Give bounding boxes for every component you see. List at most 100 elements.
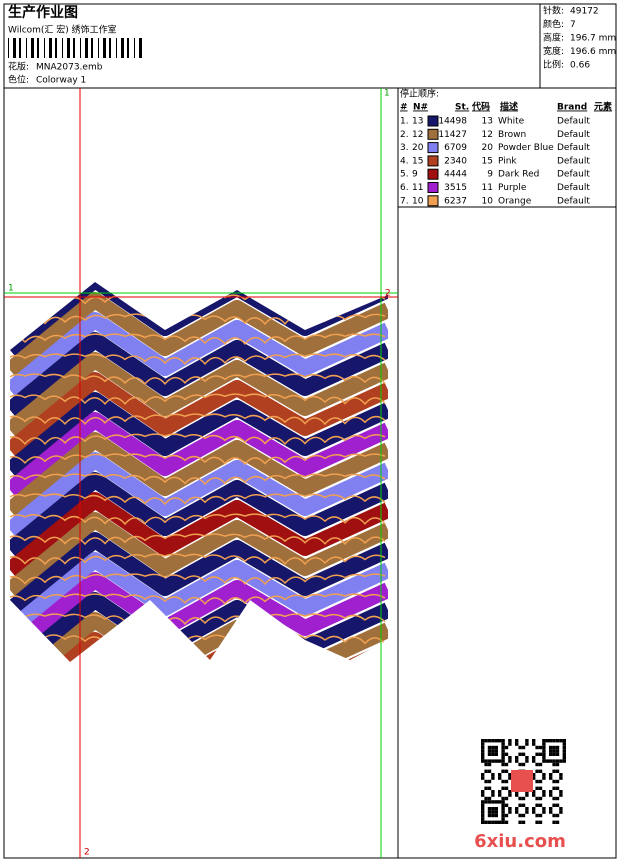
guide-label: 1 (384, 89, 390, 99)
qr-cell (518, 813, 522, 818)
color-swatch (427, 182, 439, 193)
qr-cell (508, 742, 512, 746)
qr-cell (552, 749, 556, 753)
qr-cell (501, 820, 505, 824)
qr-cell (487, 810, 492, 814)
guide-label: 1 (8, 284, 14, 294)
qr-cell (532, 739, 536, 743)
qr-cell (501, 796, 505, 801)
qr-cell (498, 739, 502, 743)
qr-cell (559, 776, 563, 780)
qr-cell (538, 803, 543, 807)
qr-cell (535, 752, 539, 756)
stitch-band (10, 432, 388, 517)
qr-cell (504, 813, 509, 818)
qr-cell (487, 786, 492, 790)
row-stitches: 2340 (444, 156, 467, 166)
qr-cell (535, 769, 539, 773)
qr-cell (555, 779, 560, 784)
qr-cell (484, 820, 488, 824)
qr-cell (487, 807, 492, 811)
row-stitches: 6709 (444, 143, 467, 153)
qr-cell (498, 820, 502, 824)
bar (116, 38, 117, 58)
qr-cell (481, 803, 485, 807)
qr-cell (525, 810, 529, 814)
bar (109, 38, 111, 58)
qr-cell (501, 752, 505, 756)
qr-cell (535, 745, 539, 750)
qr-cell (481, 793, 485, 797)
qr-cell (481, 817, 485, 821)
qr-cell (481, 756, 485, 760)
qr-cell (491, 759, 495, 763)
bar (67, 38, 70, 58)
qr-cell (487, 759, 492, 763)
qr-cell (559, 790, 563, 794)
qr-cell (487, 762, 492, 767)
row-index: 4. (400, 156, 409, 166)
qr-cell (562, 745, 566, 750)
watermark: 6xiu.com (474, 831, 566, 852)
run-stitch (10, 613, 386, 626)
qr-cell (487, 769, 492, 773)
qr-cell (484, 779, 488, 784)
qr-cell (538, 745, 543, 750)
qr-cell (484, 800, 488, 804)
bar (73, 38, 75, 58)
row-brand: Default (557, 117, 590, 127)
qr-cell (508, 793, 512, 797)
row-index: 3. (400, 143, 409, 153)
qr-cell (535, 762, 539, 767)
table-header: 元素 (594, 101, 612, 113)
stitch-band (10, 532, 388, 617)
qr-cell (481, 776, 485, 780)
row-needle: 11 (412, 183, 423, 193)
qr-cell (494, 752, 498, 756)
qr-cell (501, 739, 505, 743)
qr-cell (501, 817, 505, 821)
qr-cell (535, 779, 539, 784)
qr-cell (532, 790, 536, 794)
row-brand: Default (557, 156, 590, 166)
run-stitch (10, 393, 386, 406)
qr-cell (515, 807, 519, 811)
qr-cell (549, 745, 553, 750)
stitch-band (10, 292, 388, 377)
qr-cell (508, 759, 512, 763)
color-swatch (427, 115, 439, 127)
qr-cell (542, 807, 546, 811)
qr-cell (491, 807, 495, 811)
stat-value: 196.7 mm (570, 34, 616, 44)
bar (80, 38, 81, 58)
row-stitches: 6237 (444, 196, 467, 206)
bar (19, 38, 21, 58)
qr-cell (552, 803, 556, 807)
qr-cell (481, 745, 485, 750)
qr-cell (555, 739, 560, 743)
qr-cell (521, 813, 526, 818)
qr-cell (521, 752, 526, 756)
title: 生产作业图 (8, 4, 78, 21)
stat-value: 0.66 (570, 61, 590, 71)
qr-cell (504, 762, 509, 767)
qr-cell (552, 759, 556, 763)
row-description: Powder Blue (498, 143, 554, 153)
qr-cell (542, 773, 546, 777)
qr-cell (542, 790, 546, 794)
qr-cell (501, 742, 505, 746)
qr-cell (515, 810, 519, 814)
stitch-band (10, 332, 388, 417)
stat-value: 7 (570, 20, 576, 30)
stitch-band (10, 452, 388, 537)
qr-cell (504, 752, 509, 756)
qr-cell (552, 779, 556, 784)
qr-cell (559, 793, 563, 797)
qr-cell (501, 749, 505, 753)
qr-cell (521, 796, 526, 801)
qr-cell (481, 773, 485, 777)
qr-cell (538, 779, 543, 784)
qr-cell (542, 739, 546, 743)
bar (55, 38, 57, 58)
row-stitches: 4444 (444, 170, 467, 180)
